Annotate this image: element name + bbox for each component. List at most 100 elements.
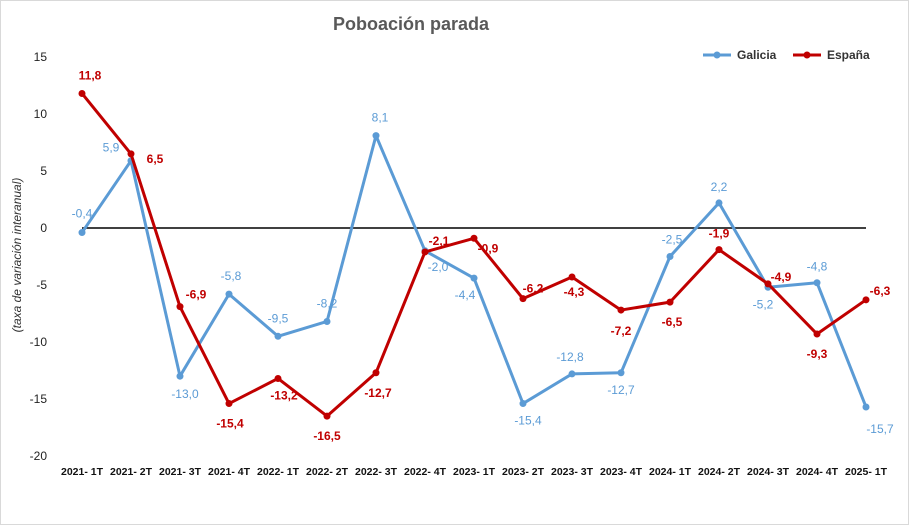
- data-label-espana: -13,2: [270, 388, 298, 402]
- data-label-galicia: -5,2: [753, 297, 774, 311]
- x-tick-label: 2024- 4T: [796, 466, 839, 478]
- data-point-galicia: [617, 369, 625, 377]
- data-label-espana: -4,3: [564, 285, 585, 299]
- data-label-espana: -6,9: [186, 288, 207, 302]
- data-label-galicia: -13,0: [171, 387, 199, 401]
- data-label-espana: -6,3: [870, 284, 891, 298]
- data-label-galicia: -0,4: [72, 207, 93, 221]
- data-label-galicia: -12,8: [556, 350, 584, 364]
- y-tick-label: -15: [30, 392, 48, 406]
- data-label-espana: -2,1: [429, 234, 450, 248]
- data-label-galicia: -5,8: [221, 269, 242, 283]
- data-label-galicia: -15,4: [514, 414, 542, 428]
- data-label-espana: -6,5: [662, 315, 683, 329]
- data-label-espana: -9,3: [807, 347, 828, 361]
- data-label-espana: 11,8: [79, 68, 102, 82]
- legend-galicia-marker: [713, 51, 721, 59]
- y-axis-ticks: 15 10 5 0 -5 -10 -15 -20: [30, 50, 48, 463]
- data-point-espana: [78, 89, 86, 97]
- data-label-espana: -7,2: [611, 324, 632, 338]
- x-tick-label: 2022- 1T: [257, 466, 300, 478]
- data-point-espana: [372, 369, 380, 377]
- y-tick-label: 0: [40, 221, 47, 235]
- x-tick-label: 2024- 2T: [698, 466, 741, 478]
- legend-espana-label: España: [827, 48, 870, 62]
- x-tick-label: 2024- 3T: [747, 466, 790, 478]
- data-point-espana: [274, 374, 282, 382]
- x-tick-label: 2021- 4T: [208, 466, 251, 478]
- x-tick-label: 2021- 2T: [110, 466, 153, 478]
- data-point-espana: [764, 280, 772, 288]
- data-label-galicia: 8,1: [372, 111, 389, 125]
- data-label-espana: -4,9: [771, 270, 792, 284]
- data-point-espana: [225, 400, 233, 408]
- legend: Galicia España: [703, 48, 870, 62]
- series-layer: [78, 89, 870, 420]
- legend-espana-marker: [803, 51, 811, 59]
- data-label-espana: -16,5: [313, 429, 341, 443]
- x-tick-label: 2023- 4T: [600, 466, 643, 478]
- data-point-espana: [715, 246, 723, 254]
- data-label-espana: -6,2: [523, 282, 544, 296]
- data-point-galicia: [519, 400, 527, 408]
- data-labels-layer: -0,4 5,9 -13,0 -5,8 -9,5 -8,2 8,1 -2,0 -4,4 -15,4…: [72, 68, 894, 443]
- data-label-espana: 6,5: [147, 152, 164, 166]
- x-tick-label: 2022- 3T: [355, 466, 398, 478]
- data-point-galicia: [78, 229, 86, 237]
- data-label-espana: -15,4: [216, 417, 244, 431]
- data-point-galicia: [176, 372, 184, 380]
- data-point-galicia: [862, 403, 870, 411]
- x-tick-label: 2021- 1T: [61, 466, 104, 478]
- x-axis-ticks: 2021- 1T 2021- 2T 2021- 3T 2021- 4T 2022- 1T…: [61, 466, 888, 478]
- data-label-espana: -12,7: [364, 386, 392, 400]
- data-label-espana: -1,9: [709, 227, 730, 241]
- data-point-espana: [176, 303, 184, 311]
- y-tick-label: 10: [34, 107, 48, 121]
- data-point-galicia: [323, 317, 331, 325]
- x-tick-label: 2023- 2T: [502, 466, 545, 478]
- x-tick-label: 2024- 1T: [649, 466, 692, 478]
- x-tick-label: 2023- 1T: [453, 466, 496, 478]
- y-axis-label: (taxa de variación interanual): [10, 178, 24, 333]
- data-point-galicia: [372, 132, 380, 140]
- data-label-espana: -0,9: [478, 241, 499, 255]
- y-tick-label: -20: [30, 449, 48, 463]
- data-point-espana: [421, 248, 429, 256]
- data-point-espana: [862, 296, 870, 304]
- data-point-espana: [666, 298, 674, 306]
- data-label-galicia: -4,8: [807, 260, 828, 274]
- legend-galicia-label: Galicia: [737, 48, 777, 62]
- data-point-galicia: [715, 199, 723, 207]
- data-point-espana: [617, 306, 625, 314]
- data-point-galicia: [568, 370, 576, 378]
- data-label-galicia: -2,5: [662, 233, 683, 247]
- data-point-galicia: [225, 290, 233, 298]
- data-label-galicia: -2,0: [428, 260, 449, 274]
- y-tick-label: 15: [34, 50, 48, 64]
- data-label-galicia: -9,5: [268, 311, 289, 325]
- data-label-galicia: -8,2: [317, 296, 338, 310]
- x-tick-label: 2022- 4T: [404, 466, 447, 478]
- data-label-galicia: -12,7: [607, 383, 635, 397]
- data-point-espana: [127, 150, 135, 158]
- x-tick-label: 2023- 3T: [551, 466, 594, 478]
- data-point-espana: [813, 330, 821, 338]
- data-point-galicia: [666, 253, 674, 260]
- data-label-galicia: 2,2: [711, 180, 728, 194]
- x-tick-label: 2022- 2T: [306, 466, 349, 478]
- y-tick-label: 5: [40, 164, 47, 178]
- data-point-espana: [470, 234, 478, 242]
- y-tick-label: -5: [36, 278, 47, 292]
- data-label-galicia: -15,7: [866, 422, 894, 436]
- data-point-galicia: [813, 279, 821, 287]
- chart-title: Poboación parada: [333, 14, 490, 34]
- y-tick-label: -10: [30, 335, 48, 349]
- data-point-espana: [323, 412, 331, 420]
- data-point-espana: [519, 295, 527, 303]
- x-tick-label: 2021- 3T: [159, 466, 202, 478]
- data-label-galicia: 5,9: [103, 141, 120, 155]
- data-label-galicia: -4,4: [455, 288, 476, 302]
